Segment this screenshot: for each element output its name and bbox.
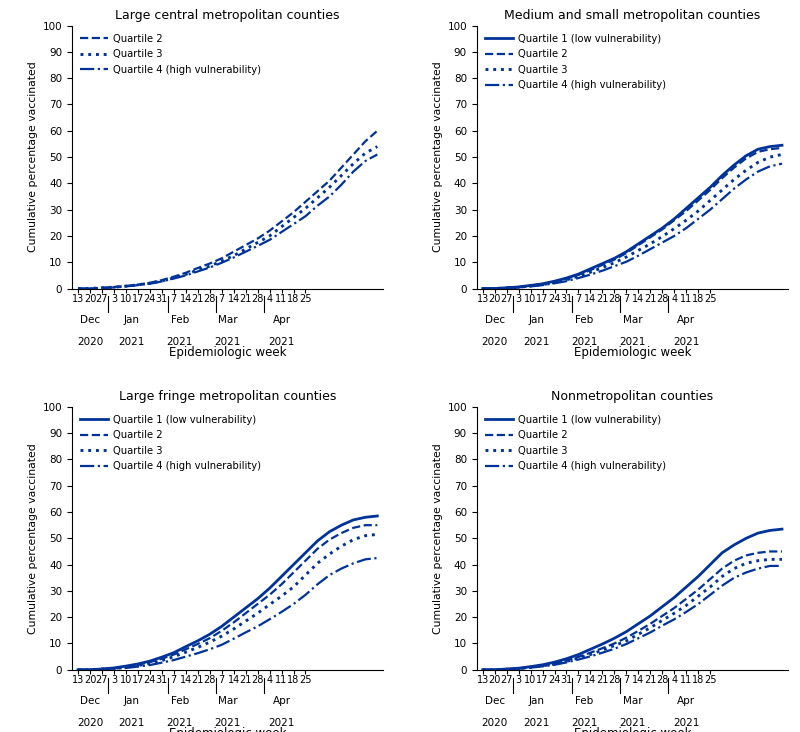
Legend: Quartile 1 (low vulnerability), Quartile 2, Quartile 3, Quartile 4 (high vulnera: Quartile 1 (low vulnerability), Quartile… [482,412,669,474]
Text: 2021: 2021 [673,718,699,728]
Text: Jan: Jan [124,315,140,325]
Title: Nonmetropolitan counties: Nonmetropolitan counties [551,390,714,403]
Text: 2021: 2021 [619,718,646,728]
Text: Mar: Mar [218,315,238,325]
Legend: Quartile 1 (low vulnerability), Quartile 2, Quartile 3, Quartile 4 (high vulnera: Quartile 1 (low vulnerability), Quartile… [482,31,669,93]
X-axis label: Epidemiologic week: Epidemiologic week [574,346,691,359]
Text: Apr: Apr [273,696,290,706]
Text: Apr: Apr [273,315,290,325]
Text: Dec: Dec [485,696,505,706]
Text: 2020: 2020 [482,337,508,347]
Text: Mar: Mar [622,696,642,706]
Text: 2021: 2021 [268,337,294,347]
Text: Feb: Feb [170,315,189,325]
Title: Large central metropolitan counties: Large central metropolitan counties [115,9,340,22]
Text: 2021: 2021 [214,337,241,347]
Text: Dec: Dec [80,315,100,325]
Text: Mar: Mar [622,315,642,325]
Text: Mar: Mar [218,696,238,706]
X-axis label: Epidemiologic week: Epidemiologic week [574,727,691,732]
Text: 2021: 2021 [523,718,550,728]
X-axis label: Epidemiologic week: Epidemiologic week [169,346,286,359]
Text: 2020: 2020 [77,718,103,728]
Text: Jan: Jan [529,696,545,706]
Text: Dec: Dec [80,696,100,706]
Text: Dec: Dec [485,315,505,325]
Text: 2021: 2021 [571,337,598,347]
Text: 2020: 2020 [482,718,508,728]
Y-axis label: Cumulative percentage vaccinated: Cumulative percentage vaccinated [433,443,443,634]
Text: Feb: Feb [170,696,189,706]
Text: 2021: 2021 [118,718,145,728]
X-axis label: Epidemiologic week: Epidemiologic week [169,727,286,732]
Text: Jan: Jan [124,696,140,706]
Text: 2021: 2021 [214,718,241,728]
Text: 2021: 2021 [523,337,550,347]
Y-axis label: Cumulative percentage vaccinated: Cumulative percentage vaccinated [29,61,38,253]
Legend: Quartile 2, Quartile 3, Quartile 4 (high vulnerability): Quartile 2, Quartile 3, Quartile 4 (high… [77,31,264,78]
Text: Feb: Feb [575,696,594,706]
Text: 2021: 2021 [268,718,294,728]
Text: 2021: 2021 [619,337,646,347]
Text: Jan: Jan [529,315,545,325]
Text: Feb: Feb [575,315,594,325]
Title: Medium and small metropolitan counties: Medium and small metropolitan counties [504,9,761,22]
Text: 2021: 2021 [571,718,598,728]
Title: Large fringe metropolitan counties: Large fringe metropolitan counties [119,390,336,403]
Y-axis label: Cumulative percentage vaccinated: Cumulative percentage vaccinated [433,61,443,253]
Text: 2021: 2021 [166,718,193,728]
Text: 2021: 2021 [118,337,145,347]
Text: Apr: Apr [677,315,695,325]
Y-axis label: Cumulative percentage vaccinated: Cumulative percentage vaccinated [29,443,38,634]
Text: Apr: Apr [677,696,695,706]
Legend: Quartile 1 (low vulnerability), Quartile 2, Quartile 3, Quartile 4 (high vulnera: Quartile 1 (low vulnerability), Quartile… [77,412,264,474]
Text: 2020: 2020 [77,337,103,347]
Text: 2021: 2021 [673,337,699,347]
Text: 2021: 2021 [166,337,193,347]
